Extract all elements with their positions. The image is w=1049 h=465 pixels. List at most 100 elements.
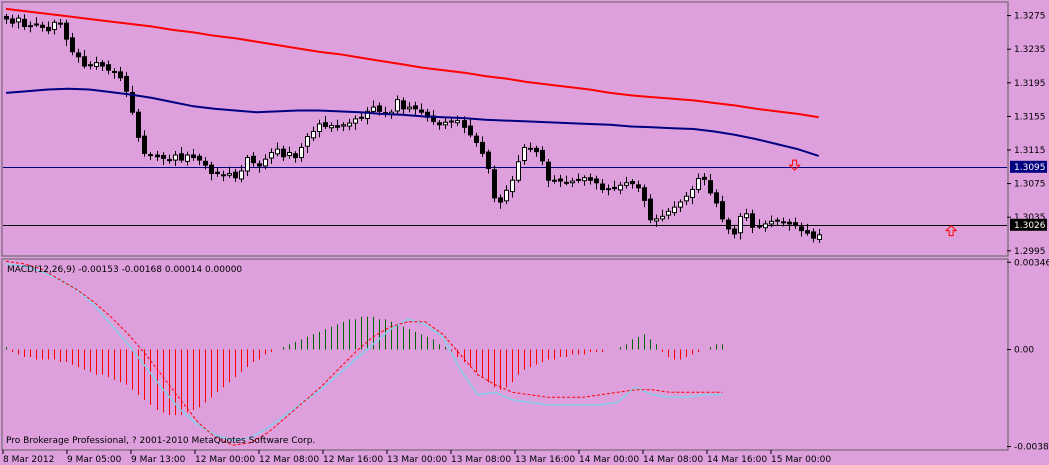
candle-body[interactable] <box>377 105 382 112</box>
candle-body[interactable] <box>744 213 749 219</box>
candle-body[interactable] <box>173 154 178 161</box>
candle-body[interactable] <box>209 164 214 175</box>
candle-body[interactable] <box>76 52 81 58</box>
candle-body[interactable] <box>636 184 641 189</box>
candle-body[interactable] <box>570 180 575 184</box>
candle-body[interactable] <box>118 71 123 79</box>
macd-signal-line[interactable] <box>5 260 723 446</box>
candle-body[interactable] <box>82 56 87 67</box>
candle-body[interactable] <box>624 182 629 186</box>
candle-body[interactable] <box>407 106 412 110</box>
candle-body[interactable] <box>299 146 304 159</box>
candle-body[interactable] <box>672 206 677 214</box>
candle-body[interactable] <box>787 221 792 225</box>
macd-panel[interactable] <box>5 260 723 446</box>
candle-body[interactable] <box>642 187 647 201</box>
candle-body[interactable] <box>142 135 147 154</box>
candle-body[interactable] <box>678 201 683 208</box>
candle-body[interactable] <box>130 91 135 113</box>
candle-body[interactable] <box>618 184 623 191</box>
candle-body[interactable] <box>161 154 166 159</box>
candle-body[interactable] <box>805 230 810 234</box>
candle-body[interactable] <box>443 121 448 126</box>
candle-body[interactable] <box>317 123 322 133</box>
price-panel[interactable] <box>3 7 1007 243</box>
candle-body[interactable] <box>757 225 762 228</box>
candle-body[interactable] <box>811 231 816 239</box>
candle-body[interactable] <box>817 234 822 240</box>
candle-body[interactable] <box>522 146 527 161</box>
candle-body[interactable] <box>690 188 695 198</box>
candle-body[interactable] <box>534 147 539 153</box>
candle-body[interactable] <box>58 22 63 25</box>
candle-body[interactable] <box>516 161 521 181</box>
buy-arrow-icon[interactable] <box>944 224 958 237</box>
candle-body[interactable] <box>341 124 346 127</box>
candle-body[interactable] <box>726 219 731 230</box>
candle-body[interactable] <box>546 161 551 181</box>
candle-body[interactable] <box>769 220 774 225</box>
candle-body[interactable] <box>419 109 424 113</box>
candle-body[interactable] <box>504 189 509 202</box>
candle-body[interactable] <box>52 21 57 30</box>
moving-average-line[interactable] <box>5 7 819 119</box>
candle-body[interactable] <box>359 116 364 119</box>
moving-average-line[interactable] <box>5 87 820 157</box>
candle-body[interactable] <box>124 76 129 92</box>
candle-body[interactable] <box>221 174 226 177</box>
candle-body[interactable] <box>474 135 479 143</box>
candle-body[interactable] <box>179 153 184 161</box>
candle-body[interactable] <box>606 188 611 191</box>
candle-body[interactable] <box>576 178 581 181</box>
candle-body[interactable] <box>251 155 256 164</box>
candle-body[interactable] <box>197 155 202 161</box>
candle-body[interactable] <box>227 173 232 176</box>
candle-body[interactable] <box>510 179 515 193</box>
candle-body[interactable] <box>46 26 51 32</box>
candle-body[interactable] <box>498 197 503 203</box>
candle-body[interactable] <box>714 192 719 204</box>
candle-body[interactable] <box>34 23 39 26</box>
candle-body[interactable] <box>455 120 460 124</box>
candle-body[interactable] <box>281 148 286 158</box>
candle-body[interactable] <box>413 105 418 110</box>
candle-body[interactable] <box>269 152 274 159</box>
candle-body[interactable] <box>40 24 45 28</box>
candle-body[interactable] <box>738 215 743 234</box>
candle-body[interactable] <box>775 219 780 222</box>
candle-body[interactable] <box>263 158 268 167</box>
candle-body[interactable] <box>353 118 358 124</box>
candle-body[interactable] <box>763 223 768 229</box>
candle-body[interactable] <box>600 183 605 190</box>
macd-main-line[interactable] <box>5 263 723 441</box>
candle-body[interactable] <box>311 131 316 139</box>
candle-body[interactable] <box>88 64 93 67</box>
candle-body[interactable] <box>329 125 334 129</box>
candle-body[interactable] <box>335 125 340 128</box>
candle-body[interactable] <box>540 149 545 162</box>
candle-body[interactable] <box>696 178 701 190</box>
candle-body[interactable] <box>395 99 400 112</box>
candle-body[interactable] <box>401 100 406 110</box>
candle-body[interactable] <box>702 176 707 180</box>
candle-body[interactable] <box>781 221 786 224</box>
candle-body[interactable] <box>191 154 196 159</box>
candle-body[interactable] <box>793 222 798 227</box>
candle-body[interactable] <box>462 120 467 128</box>
candle-body[interactable] <box>594 178 599 184</box>
candle-body[interactable] <box>582 177 587 182</box>
candle-body[interactable] <box>4 15 9 20</box>
candle-body[interactable] <box>720 201 725 220</box>
candle-body[interactable] <box>70 37 75 53</box>
candle-body[interactable] <box>305 136 310 147</box>
candle-body[interactable] <box>492 169 497 199</box>
candle-body[interactable] <box>684 195 689 202</box>
candle-body[interactable] <box>136 111 141 138</box>
candle-body[interactable] <box>480 141 485 154</box>
candle-body[interactable] <box>449 120 454 123</box>
candle-body[interactable] <box>347 122 352 127</box>
candle-body[interactable] <box>257 163 262 167</box>
candle-body[interactable] <box>528 147 533 150</box>
candle-body[interactable] <box>612 186 617 190</box>
candle-body[interactable] <box>64 22 69 40</box>
